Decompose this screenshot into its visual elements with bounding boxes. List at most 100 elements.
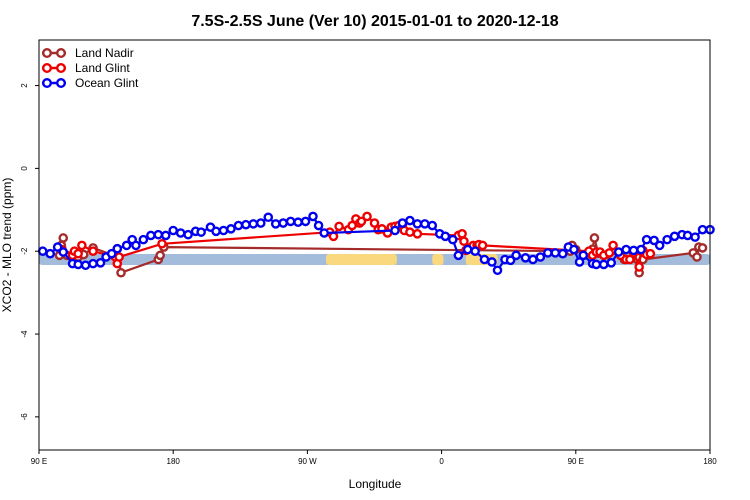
data-point-land-nadir <box>589 233 600 243</box>
data-point-ocean-glint <box>58 247 69 257</box>
data-point-land-glint <box>459 236 469 247</box>
data-point-ocean-glint <box>511 250 521 261</box>
data-point-land-glint <box>88 246 98 257</box>
data-point-ocean-glint <box>248 219 259 229</box>
data-point-land-glint <box>645 248 656 259</box>
legend-marker <box>56 48 67 59</box>
data-point-ocean-glint <box>263 212 274 223</box>
data-point-ocean-glint <box>112 243 123 254</box>
data-point-ocean-glint <box>45 248 55 259</box>
data-point-ocean-glint <box>256 218 266 228</box>
data-point-land-glint <box>157 238 167 249</box>
x-tick-label: 0 <box>439 457 444 466</box>
data-point-ocean-glint <box>138 234 149 245</box>
data-point-ocean-glint <box>578 250 589 261</box>
data-point-ocean-glint <box>278 218 288 228</box>
data-point-ocean-glint <box>550 248 561 258</box>
data-point-ocean-glint <box>479 254 490 265</box>
data-point-ocean-glint <box>636 244 646 255</box>
data-point-ocean-glint <box>628 245 639 256</box>
legend-marker <box>42 77 53 88</box>
data-point-ocean-glint <box>131 240 141 251</box>
data-point-land-glint <box>604 248 615 258</box>
data-point-ocean-glint <box>196 227 206 237</box>
data-point-land-nadir <box>155 250 165 261</box>
data-point-ocean-glint <box>569 244 579 255</box>
legend-label: Ocean Glint <box>75 76 139 90</box>
data-point-land-glint <box>73 248 83 259</box>
data-point-ocean-glint <box>420 219 430 229</box>
data-point-land-glint <box>412 229 423 239</box>
data-point-ocean-glint <box>88 258 98 269</box>
data-point-land-nadir <box>116 267 126 278</box>
chart-title: 7.5S-2.5S June (Ver 10) 2015-01-01 to 20… <box>191 13 558 30</box>
data-point-land-glint <box>457 229 467 239</box>
data-point-land-glint <box>608 240 618 251</box>
series-layer <box>37 211 715 278</box>
data-point-ocean-glint <box>535 252 546 262</box>
data-point-ocean-glint <box>37 246 48 257</box>
data-point-ocean-glint <box>218 225 229 236</box>
data-point-ocean-glint <box>574 257 585 267</box>
x-tick-label: 90 E <box>568 457 584 466</box>
data-point-ocean-glint <box>226 224 236 234</box>
data-point-ocean-glint <box>300 216 311 227</box>
data-point-ocean-glint <box>682 230 693 241</box>
x-axis-label: Longitude <box>349 477 402 491</box>
data-point-ocean-glint <box>285 216 296 227</box>
y-tick-label: 2 <box>20 83 29 88</box>
data-point-ocean-glint <box>183 229 193 240</box>
data-point-ocean-glint <box>160 230 171 241</box>
data-point-ocean-glint <box>319 228 329 238</box>
data-point-ocean-glint <box>470 246 480 257</box>
data-point-ocean-glint <box>73 259 83 270</box>
plot-frame <box>38 39 711 451</box>
data-point-land-glint <box>334 221 344 232</box>
data-point-land-nadir <box>58 233 69 243</box>
data-point-land-glint <box>362 211 372 222</box>
x-tick-label: 90 W <box>298 457 317 466</box>
data-point-ocean-glint <box>492 265 503 276</box>
legend-label: Land Glint <box>75 61 130 75</box>
data-point-ocean-glint <box>662 234 672 245</box>
y-axis-label: XCO2 - MLO trend (ppm) <box>0 178 14 313</box>
x-tick-label: 180 <box>703 457 717 466</box>
x-tick-label: 90 E <box>31 457 47 466</box>
data-point-ocean-glint <box>168 225 178 236</box>
legend-marker <box>42 48 53 59</box>
data-point-land-nadir <box>692 252 702 262</box>
data-point-ocean-glint <box>690 232 700 242</box>
legend-marker <box>42 62 53 73</box>
data-point-ocean-glint <box>121 240 132 251</box>
legend-marker <box>56 77 67 88</box>
data-point-ocean-glint <box>641 234 652 245</box>
data-point-land-nadir <box>697 243 708 253</box>
y-tick-label: -6 <box>20 413 29 421</box>
axis-ticks: 90 E 180 90 W 0 90 E 180 2 0 -2 -4 -6 <box>20 83 717 466</box>
data-point-land-glint <box>356 216 367 227</box>
data-point-land-glint <box>625 254 635 265</box>
data-point-ocean-glint <box>427 220 438 231</box>
data-point-land-glint <box>477 240 488 251</box>
data-point-ocean-glint <box>153 229 164 240</box>
data-point-ocean-glint <box>106 248 117 259</box>
data-point-ocean-glint <box>613 247 624 257</box>
data-point-ocean-glint <box>697 224 708 235</box>
data-point-ocean-glint <box>440 231 451 242</box>
x-tick-label: 180 <box>167 457 181 466</box>
data-point-ocean-glint <box>241 219 251 230</box>
series-ocean-glint <box>37 211 715 276</box>
data-point-ocean-glint <box>95 258 106 268</box>
data-point-ocean-glint <box>146 230 156 241</box>
band-land <box>326 253 397 265</box>
data-point-land-glint <box>634 262 644 272</box>
data-point-ocean-glint <box>270 219 281 229</box>
y-tick-label: -4 <box>20 330 29 338</box>
data-point-ocean-glint <box>520 253 531 263</box>
data-point-ocean-glint <box>557 248 568 259</box>
data-point-land-glint <box>405 227 415 237</box>
data-point-ocean-glint <box>543 248 553 258</box>
data-point-ocean-glint <box>211 226 221 237</box>
